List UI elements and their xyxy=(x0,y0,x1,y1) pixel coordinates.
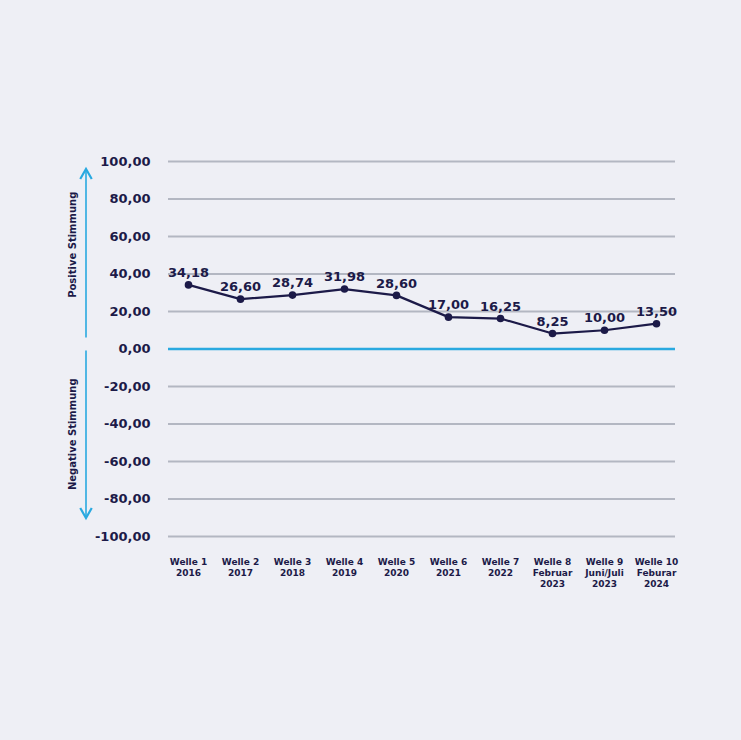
svg-text:Welle 8Februar2023: Welle 8Februar2023 xyxy=(533,556,573,589)
svg-text:8,25: 8,25 xyxy=(536,314,568,329)
svg-text:Welle 72022: Welle 72022 xyxy=(482,556,519,577)
svg-text:Negative Stimmung: Negative Stimmung xyxy=(67,378,78,490)
svg-text:Welle 9Juni/Juli2023: Welle 9Juni/Juli2023 xyxy=(584,556,623,589)
svg-text:-100,00: -100,00 xyxy=(95,529,151,544)
svg-text:Welle 22017: Welle 22017 xyxy=(222,556,259,577)
svg-text:Positive Stimmung: Positive Stimmung xyxy=(67,192,78,298)
svg-text:-60,00: -60,00 xyxy=(104,454,151,469)
svg-text:34,18: 34,18 xyxy=(168,265,209,280)
svg-text:Welle 10Feburar2024: Welle 10Feburar2024 xyxy=(635,556,679,589)
svg-text:Welle 52020: Welle 52020 xyxy=(378,556,415,577)
svg-text:Welle 12016: Welle 12016 xyxy=(170,556,207,577)
svg-text:Welle 32018: Welle 32018 xyxy=(274,556,311,577)
svg-text:13,50: 13,50 xyxy=(636,304,677,319)
svg-text:Welle 42019: Welle 42019 xyxy=(326,556,363,577)
svg-text:0,00: 0,00 xyxy=(118,341,150,356)
svg-text:100,00: 100,00 xyxy=(100,154,150,169)
svg-text:80,00: 80,00 xyxy=(109,191,150,206)
svg-text:-20,00: -20,00 xyxy=(104,379,151,394)
svg-text:10,00: 10,00 xyxy=(584,310,625,325)
svg-text:16,25: 16,25 xyxy=(480,299,521,314)
svg-text:Welle 62021: Welle 62021 xyxy=(430,556,467,577)
svg-text:20,00: 20,00 xyxy=(109,304,150,319)
svg-text:28,74: 28,74 xyxy=(272,275,313,290)
svg-text:-40,00: -40,00 xyxy=(104,416,151,431)
svg-text:-80,00: -80,00 xyxy=(104,491,151,506)
svg-text:31,98: 31,98 xyxy=(324,269,365,284)
svg-text:17,00: 17,00 xyxy=(428,297,469,312)
svg-text:28,60: 28,60 xyxy=(376,276,417,291)
svg-text:26,60: 26,60 xyxy=(220,279,261,294)
svg-text:40,00: 40,00 xyxy=(109,266,150,281)
svg-text:60,00: 60,00 xyxy=(109,229,150,244)
